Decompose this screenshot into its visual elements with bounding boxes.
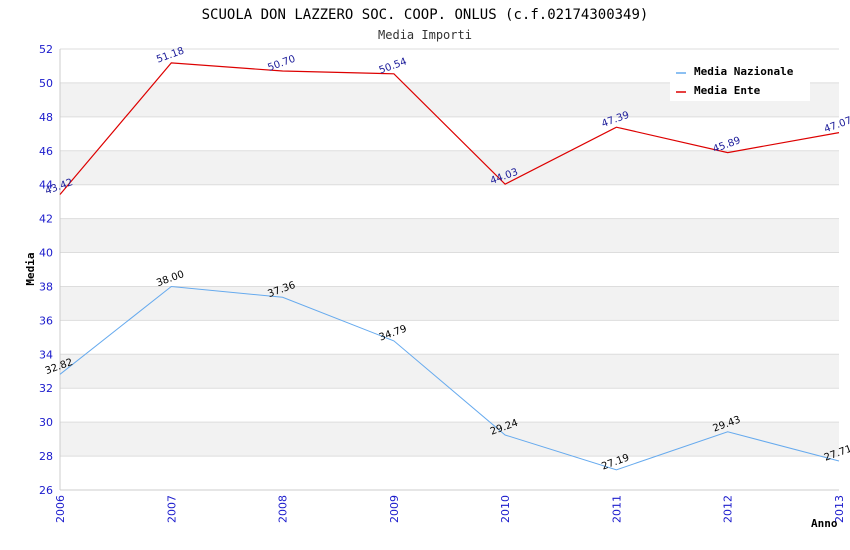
y-tick-label: 26: [39, 484, 53, 497]
x-tick-label: 2012: [722, 495, 735, 523]
y-axis-label: Media: [24, 252, 37, 285]
y-tick-label: 32: [39, 382, 53, 395]
data-label: 47.07: [823, 115, 850, 135]
legend-box: [670, 61, 810, 101]
legend-label-nazionale: Media Nazionale: [694, 65, 794, 78]
series-line-ente: [59, 62, 840, 195]
y-tick-label: 34: [39, 348, 53, 361]
x-axis-label: Anno: [811, 517, 838, 530]
x-tick-label: 2010: [499, 495, 512, 523]
y-tick-label: 52: [39, 43, 53, 56]
chart-subtitle: Media Importi: [378, 28, 472, 42]
y-tick-label: 48: [39, 111, 53, 124]
y-tick-label: 36: [39, 314, 53, 327]
grid-band: [60, 354, 839, 389]
legend-label-ente: Media Ente: [694, 84, 761, 97]
y-tick-label: 50: [39, 77, 53, 90]
y-tick-label: 42: [39, 213, 53, 226]
y-tick-label: 44: [39, 179, 53, 192]
x-tick-label: 2006: [54, 495, 67, 523]
grid-band: [60, 422, 839, 457]
x-tick-label: 2009: [388, 495, 401, 523]
x-tick-label: 2011: [610, 495, 623, 523]
y-tick-label: 28: [39, 450, 53, 463]
grid-band: [60, 286, 839, 321]
grid-band: [60, 150, 839, 185]
chart-title: SCUOLA DON LAZZERO SOC. COOP. ONLUS (c.f…: [202, 7, 649, 23]
series-line-nazionale: [59, 285, 840, 471]
y-tick-label: 30: [39, 416, 53, 429]
x-tick-label: 2008: [277, 495, 290, 523]
grid-band: [60, 218, 839, 253]
y-tick-label: 46: [39, 145, 53, 158]
y-tick-label: 38: [39, 280, 53, 293]
legend: Media Nazionale Media Ente: [670, 61, 810, 101]
y-tick-label: 40: [39, 247, 53, 260]
x-tick-label: 2007: [165, 495, 178, 523]
x-tick-label: 2013: [833, 495, 846, 523]
